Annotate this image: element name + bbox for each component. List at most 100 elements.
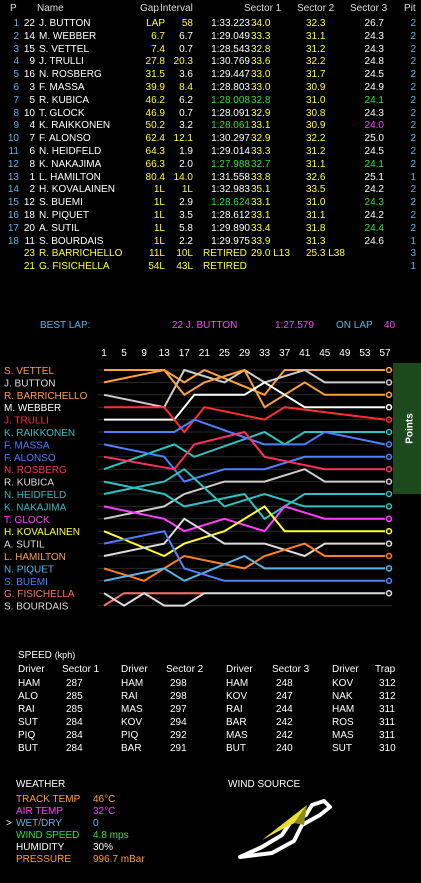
cell-s2: 31.2 — [306, 146, 326, 157]
series-end-point — [385, 515, 393, 523]
speed-driver: ROS — [332, 717, 354, 728]
timing-row[interactable]: 2 14 M. WEBBER 6.7 6.7 1:29.049 33.3 31.1 24.3 2 — [0, 31, 421, 43]
cell-num: 18 — [23, 210, 35, 221]
timing-row[interactable]: 16 18 N. PIQUET 1L 3.5 1:28.612 33.1 31.1 24.2 2 — [0, 210, 421, 222]
cell-name: G. FISICHELLA — [39, 261, 110, 273]
wind-source-title: WIND SOURCE — [228, 779, 301, 790]
cell-name: N. ROSBERG — [39, 69, 102, 81]
timing-row[interactable]: 21 G. FISICHELLA 54L 43L RETIRED 1 — [0, 261, 421, 273]
cell-pit: 2 — [410, 107, 416, 119]
timing-row[interactable]: 1 22 J. BUTTON LAP 58 1:33.223 34.0 32.3 26.7 2 — [0, 18, 421, 30]
timing-row[interactable]: 18 11 S. BOURDAIS 1L 2.2 1:29.975 33.9 31.3 24.6… — [0, 236, 421, 248]
speed-header-driver: Driver — [226, 664, 253, 675]
x-tick-label: 9 — [141, 348, 147, 359]
speed-value: 310 — [379, 743, 396, 754]
x-tick-label: 17 — [179, 348, 191, 359]
timing-row[interactable]: 9 4 K. RAIKKONEN 50.2 3.2 1:28.061 33.1 30.9 24.… — [0, 120, 421, 132]
timing-row[interactable]: 7 5 R. KUBICA 46.2 6.2 1:28.008 32.8 31.0 24.1 2 — [0, 95, 421, 107]
cell-interval: 58 — [181, 18, 193, 29]
cell-name: T. GLOCK — [39, 107, 85, 119]
cell-name: F. MASSA — [39, 82, 85, 93]
speed-value: 311 — [379, 704, 395, 715]
cell-num: 9 — [29, 56, 35, 68]
speed-value: 311 — [379, 717, 395, 728]
cell-gap: 1L — [153, 197, 165, 209]
speed-header-sector: Sector 1 — [62, 664, 100, 675]
driver-label: L. HAMILTON — [4, 552, 66, 563]
cell-s1: 32.9 — [251, 107, 271, 119]
series-end-point — [385, 527, 393, 535]
cell-num: 7 — [29, 133, 35, 145]
cell-pos: 1 — [13, 18, 19, 29]
cell-pos: 9 — [13, 120, 19, 132]
series-end-point — [385, 540, 393, 547]
wind-direction-arrow — [262, 805, 307, 840]
speed-driver: HAM — [121, 678, 144, 689]
series-end-point — [385, 428, 393, 436]
cell-interval: 2.0 — [179, 158, 193, 170]
speed-driver: RAI — [226, 704, 243, 715]
speed-value: 284 — [66, 743, 83, 754]
cell-s2: 32.6 — [306, 171, 326, 183]
weather-value: 4.8 mps — [93, 830, 129, 841]
speed-value: 291 — [170, 743, 187, 754]
cell-lap: RETIRED — [203, 261, 247, 273]
timing-row[interactable]: 12 8 K. NAKAJIMA 66.3 2.0 1:27.988 32.7 31.1 24.… — [0, 159, 421, 171]
cell-s1: 35.1 — [251, 184, 271, 196]
cell-interval: 12.1 — [173, 133, 193, 145]
weather-label: TRACK TEMP — [16, 794, 81, 805]
speed-driver: HAM — [18, 678, 41, 689]
timing-row[interactable]: 3 15 S. VETTEL 7.4 0.7 1:28.543 32.8 31.2 24.3 2 — [0, 44, 421, 56]
weather-label: AIR TEMP — [16, 806, 64, 817]
series-end-point — [385, 416, 393, 423]
cell-s1: 33.1 — [251, 210, 271, 221]
cell-s3: 24.3 — [364, 30, 384, 42]
speed-value: 240 — [276, 743, 293, 754]
points-tab-label: Points — [404, 413, 416, 444]
driver-label: T. GLOCK — [4, 515, 50, 526]
speed-driver: BAR — [121, 743, 142, 754]
cell-num: 2 — [29, 184, 35, 196]
timing-row[interactable]: 5 16 N. ROSBERG 31.5 3.6 1:29.447 33.0 31.7 24.5… — [0, 69, 421, 81]
cell-s1: 32.8 — [251, 94, 271, 106]
cell-pit: 1 — [410, 171, 416, 183]
speed-driver: MAS — [121, 704, 143, 715]
cell-name: K. NAKAJIMA — [39, 158, 102, 170]
cell-s1: 33.9 — [251, 235, 271, 247]
cell-name: S. BUEMI — [39, 197, 83, 209]
cell-pit: 2 — [410, 222, 416, 234]
cell-s1: 29.0 L13 — [251, 248, 290, 260]
timing-row[interactable]: 6 3 F. MASSA 39.9 8.4 1:28.803 33.0 30.9 24.9 2 — [0, 82, 421, 94]
timing-row[interactable]: 15 12 S. BUEMI 1L 2.9 1:28.624 33.1 31.0 24.3 2 — [0, 197, 421, 209]
speed-value: 312 — [379, 678, 396, 689]
timing-row[interactable]: 10 7 F. ALONSO 62.4 12.1 1:30.297 32.9 32.2 25.0… — [0, 133, 421, 145]
timing-row[interactable]: 14 2 H. KOVALAINEN 1L 1L 1:32.983 35.1 33.5 24.2… — [0, 184, 421, 196]
speed-unit: (kph) — [54, 650, 76, 660]
cell-pit: 2 — [410, 197, 416, 209]
cell-gap: 1L — [153, 222, 165, 234]
driver-label: R. BARRICHELLO — [4, 391, 88, 402]
speed-value: 285 — [66, 704, 83, 715]
driver-label: S. BOURDAIS — [4, 602, 69, 613]
timing-row[interactable]: 11 6 N. HEIDFELD 64.3 1.9 1:29.014 33.3 31.2 24.… — [0, 146, 421, 158]
speed-header-driver: Driver — [332, 664, 359, 675]
series-line — [103, 430, 385, 471]
cell-s1: 32.9 — [251, 133, 271, 145]
cell-pit: 2 — [410, 30, 416, 42]
timing-row[interactable]: 8 10 T. GLOCK 46.9 0.7 1:28.091 32.9 30.8 24.3 2 — [0, 108, 421, 120]
timing-row[interactable]: 4 9 J. TRULLI 27.8 20.3 1:30.769 33.6 32.2 24.8 2 — [0, 56, 421, 68]
cell-s3: 24.3 — [364, 43, 384, 55]
points-tab[interactable]: Points — [393, 363, 421, 494]
cell-pit: 1 — [410, 235, 416, 247]
cell-s3: 26.7 — [364, 18, 384, 29]
cell-pos: 3 — [13, 43, 19, 55]
timing-row[interactable]: 23 R. BARRICHELLO 11L 10L RETIRED 29.0 L13 25.… — [0, 248, 421, 260]
col-header-sector1: Sector 1 — [244, 3, 282, 14]
series-end-point — [385, 478, 393, 485]
cell-pos: 11 — [8, 146, 19, 157]
cell-pit: 2 — [410, 120, 416, 132]
timing-row[interactable]: 17 20 A. SUTIL 1L 5.8 1:29.890 33.4 31.8 24.4 2 — [0, 223, 421, 235]
driver-label: R. KUBICA — [4, 478, 54, 489]
speed-driver: KOV — [121, 717, 143, 728]
timing-row[interactable]: 13 1 L. HAMILTON 80.4 14.0 1:31.558 33.8 32.6 25… — [0, 172, 421, 184]
